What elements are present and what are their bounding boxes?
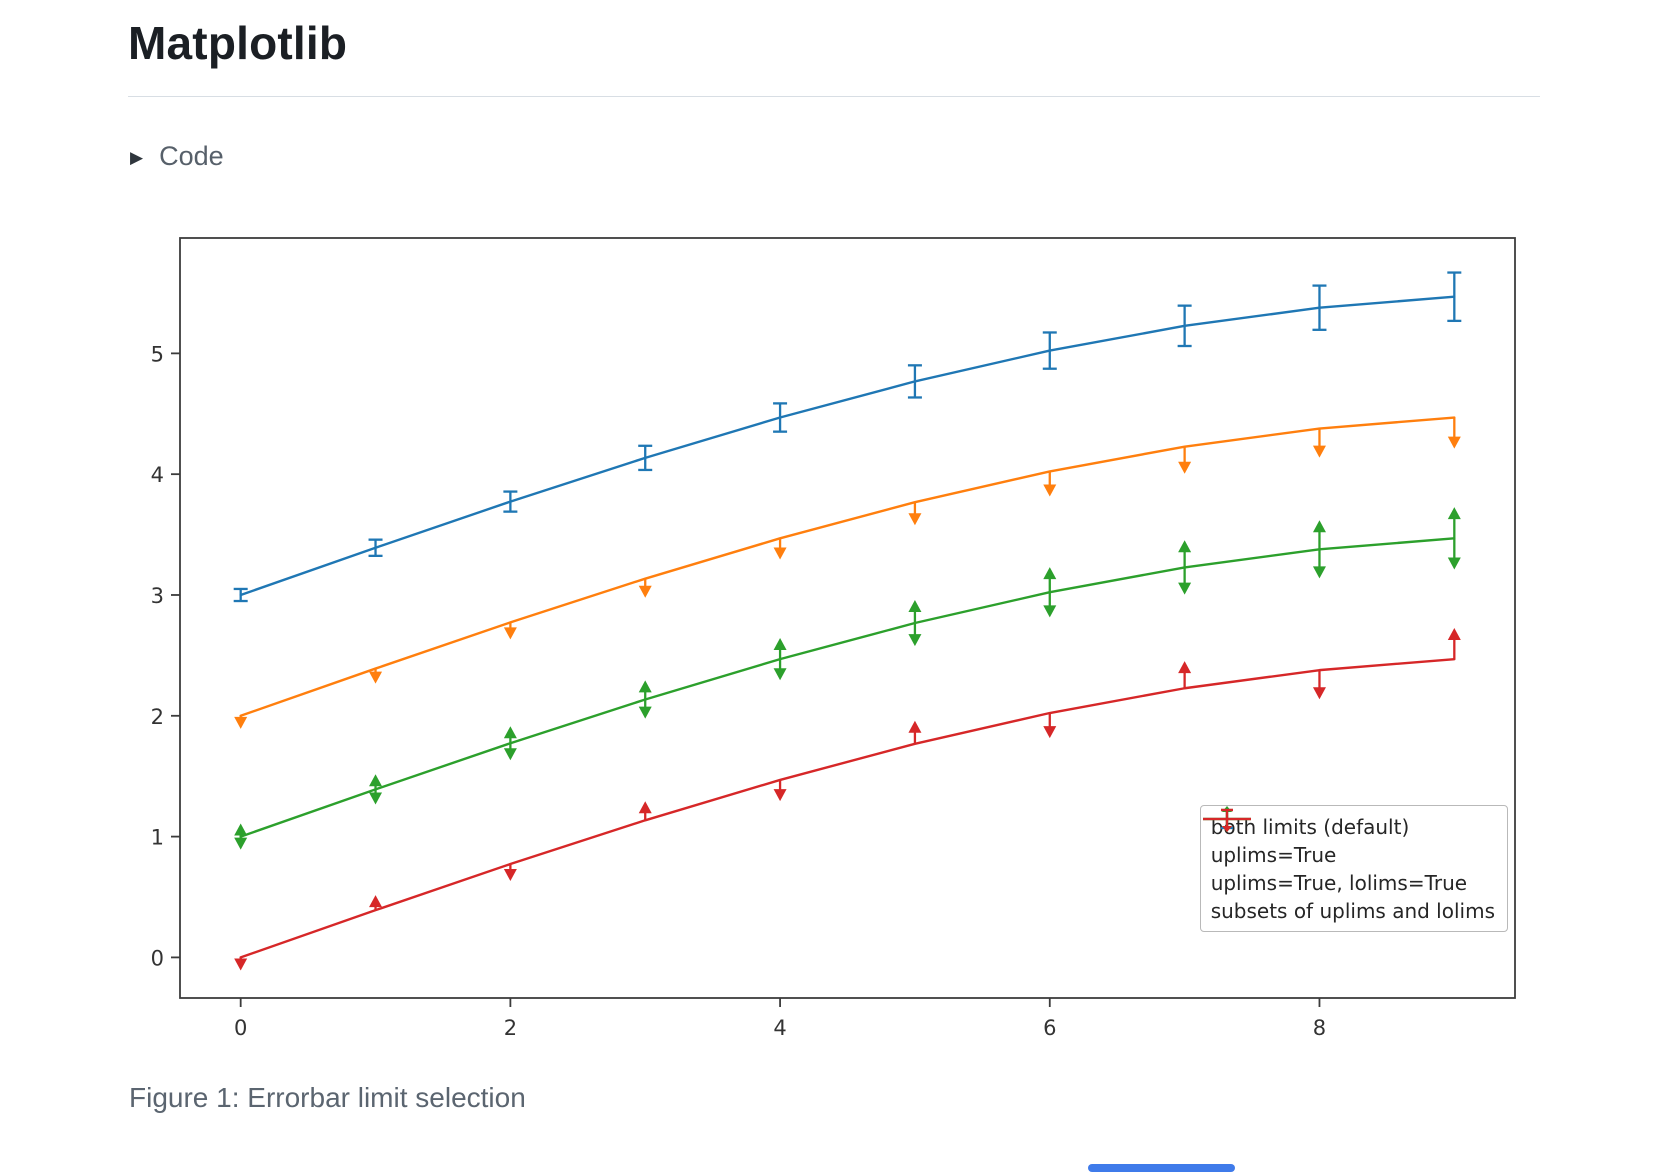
legend-item: subsets of uplims and lolims xyxy=(1202,808,1495,924)
arrow-down-icon xyxy=(369,671,383,684)
legend-item: both limits (default) xyxy=(1202,808,1495,840)
arrow-up-icon xyxy=(234,823,248,836)
arrow-down-icon xyxy=(773,547,787,560)
legend-item: uplims=True xyxy=(1202,808,1495,868)
arrow-down-icon xyxy=(234,837,248,850)
arrow-down-icon xyxy=(1312,687,1326,700)
arrow-up-icon xyxy=(503,726,517,739)
plot-frame xyxy=(179,237,1516,999)
arrow-up-icon xyxy=(773,638,787,651)
x-tick-label: 2 xyxy=(504,1016,517,1040)
x-tick-label: 0 xyxy=(234,1016,247,1040)
y-tick-label: 4 xyxy=(151,463,164,487)
arrow-down-icon xyxy=(1447,436,1461,449)
arrow-down-icon xyxy=(1312,566,1326,579)
legend-item: uplims=True, lolims=True xyxy=(1202,806,1495,896)
arrow-down-icon xyxy=(1043,726,1057,739)
arrow-down-icon xyxy=(773,789,787,802)
arrow-down-icon xyxy=(1312,445,1326,458)
focus-indicator-bar xyxy=(1088,1164,1235,1172)
arrow-up-icon xyxy=(1178,540,1192,553)
chart-legend: both limits (default) uplims=True uplims=T… xyxy=(1199,805,1508,932)
arrow-up-icon xyxy=(1312,520,1326,533)
divider xyxy=(128,96,1540,97)
arrow-down-icon xyxy=(908,634,922,647)
arrow-down-icon xyxy=(1447,557,1461,570)
arrow-down-icon xyxy=(369,792,383,805)
y-tick-label: 2 xyxy=(151,705,164,729)
arrow-down-icon xyxy=(1043,605,1057,618)
arrow-down-icon xyxy=(234,716,248,729)
y-tick-label: 0 xyxy=(151,946,164,970)
code-toggle[interactable]: ▶ Code xyxy=(130,138,224,174)
triangle-right-icon: ▶ xyxy=(130,147,144,167)
arrow-up-icon xyxy=(638,680,652,693)
arrow-up-icon xyxy=(1447,627,1461,640)
y-tick-label: 5 xyxy=(151,342,164,366)
arrow-up-icon xyxy=(1447,507,1461,520)
arrow-up-icon xyxy=(908,599,922,612)
arrow-down-icon xyxy=(503,748,517,761)
y-tick-label: 3 xyxy=(151,584,164,608)
x-tick-label: 4 xyxy=(773,1016,786,1040)
x-tick-label: 8 xyxy=(1313,1016,1326,1040)
arrow-down-icon xyxy=(1178,461,1192,474)
arrow-up-icon xyxy=(1043,567,1057,580)
series-line xyxy=(239,657,1456,959)
arrow-down-icon xyxy=(234,958,248,971)
page-title: Matplotlib xyxy=(128,17,348,69)
legend-item-label: uplims=True, lolims=True xyxy=(1210,870,1468,895)
arrow-down-icon xyxy=(503,869,517,882)
arrow-up-icon xyxy=(1178,661,1192,674)
legend-item-label: uplims=True xyxy=(1210,842,1337,867)
arrow-down-icon xyxy=(638,585,652,598)
arrow-up-icon xyxy=(638,801,652,814)
x-tick-label: 6 xyxy=(1043,1016,1056,1040)
legend-item-label: subsets of uplims and lolims xyxy=(1210,898,1495,923)
arrow-down-icon xyxy=(773,668,787,681)
arrow-up-icon xyxy=(908,720,922,733)
arrow-up-icon xyxy=(369,895,383,908)
y-tick-label: 1 xyxy=(151,826,164,850)
series-line xyxy=(239,537,1456,838)
arrow-down-icon xyxy=(908,513,922,526)
figure-caption: Figure 1: Errorbar limit selection xyxy=(129,1082,526,1113)
legend-errorbar-glyph xyxy=(1202,808,1251,832)
arrow-down-icon xyxy=(1043,484,1057,497)
series-line xyxy=(239,416,1456,717)
arrow-down-icon xyxy=(503,627,517,640)
errorbar-chart: 0 2 4 6 8 0 1 2 3 4 5 xyxy=(151,237,1516,1040)
series-line xyxy=(239,295,1456,597)
arrow-down-icon xyxy=(638,706,652,719)
arrow-up-icon xyxy=(369,774,383,787)
code-toggle-label: Code xyxy=(159,140,224,171)
arrow-down-icon xyxy=(1178,582,1192,595)
